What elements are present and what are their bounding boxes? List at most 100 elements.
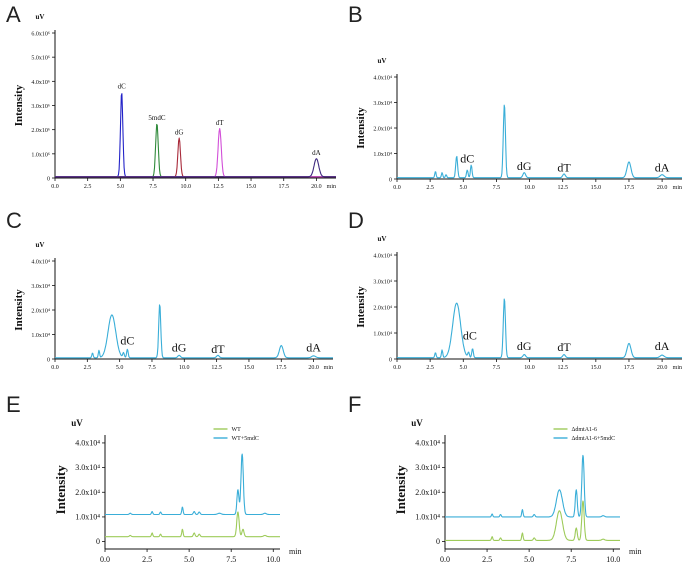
y-tick-label: 0 — [47, 177, 50, 183]
chart-panel-a: 0.0 2.5 5.0 7.5 10.0 12.5 15.0 17.5 20.0 min 0 1.0x… — [13, 13, 336, 190]
peak-label-dt: dT — [216, 119, 225, 127]
x-tick-label: 5.0 — [460, 185, 468, 191]
x-tick-label: 20.0 — [311, 184, 322, 190]
x-axis-label: min — [327, 184, 336, 190]
y-tick-label: 2.0x10⁴ — [31, 309, 50, 315]
x-tick-label: 20.0 — [657, 365, 668, 371]
y-tick-label: 0 — [436, 537, 440, 546]
y-axis-title: Intensity — [53, 465, 68, 515]
y-tick-label: 4.0x10⁴ — [31, 260, 50, 266]
chart-panel-f: 0.0 2.5 5.0 7.5 10.0 min 0 1.0x10⁴ 2.0x10⁴ 3.0x10… — [393, 418, 641, 564]
legend-label: ΔdmtA1-6+5mdC — [572, 436, 616, 442]
y-tick-label: 1.0x10⁴ — [373, 152, 392, 158]
peak-label-dc: dC — [463, 329, 477, 343]
y-tick-label: 2.0x10⁶ — [31, 128, 50, 134]
series-line-wt-plus-5mdc — [104, 453, 281, 516]
x-tick-label: 17.5 — [276, 365, 287, 371]
y-axis-title: Intensity — [13, 289, 25, 331]
y-tick-label: 3.0x10⁴ — [415, 463, 440, 472]
x-tick-label: 12.5 — [211, 365, 222, 371]
y-axis-title: Intensity — [393, 465, 408, 515]
x-tick-label: 10.0 — [524, 365, 535, 371]
y-tick-label: 3.0x10⁴ — [373, 280, 392, 286]
y-axis-title: Intensity — [355, 286, 367, 328]
x-tick-label: 10.0 — [179, 365, 190, 371]
peak-label-dt: dT — [557, 160, 571, 174]
y-tick-label: 2.0x10⁴ — [373, 306, 392, 312]
series-line-sample — [55, 304, 333, 359]
x-tick-label: 5.0 — [116, 365, 124, 371]
y-tick-label: 1.0x10⁴ — [415, 512, 440, 521]
series-line-sample — [397, 298, 682, 359]
x-tick-label: 2.5 — [426, 365, 434, 371]
x-axis-label: min — [673, 365, 682, 371]
x-tick-label: 0.0 — [393, 365, 401, 371]
x-tick-label: 17.5 — [624, 365, 635, 371]
x-tick-label: 7.5 — [148, 365, 156, 371]
x-tick-label: 5.0 — [524, 555, 534, 564]
unit-label: uV — [71, 418, 83, 428]
x-tick-label: 7.5 — [493, 365, 501, 371]
series-line-dg — [55, 137, 336, 178]
legend-item: ΔdmtA1-6 — [553, 427, 598, 433]
legend-label: WT+5mdC — [232, 436, 259, 442]
series-line-dmta1-6-plus-5mdc — [444, 454, 621, 518]
x-tick-label: 5.0 — [117, 184, 125, 190]
peak-label-dc: dC — [120, 333, 134, 347]
unit-label: uV — [411, 418, 423, 428]
y-tick-label: 0 — [47, 358, 50, 364]
x-tick-label: 10.0 — [606, 555, 620, 564]
x-tick-label: 5.0 — [460, 365, 468, 371]
legend-item: WT+5mdC — [213, 436, 259, 442]
x-tick-label: 2.5 — [426, 185, 434, 191]
x-tick-label: 15.0 — [591, 185, 602, 191]
y-tick-label: 4.0x10⁴ — [373, 76, 392, 82]
series-line-dmta1-6 — [444, 500, 621, 541]
x-tick-label: 10.0 — [180, 184, 191, 190]
x-tick-label: 0.0 — [51, 365, 59, 371]
x-tick-label: 12.5 — [557, 365, 568, 371]
peak-label-da: dA — [655, 339, 670, 353]
x-axis-label: min — [289, 547, 301, 556]
unit-label: uV — [378, 235, 387, 243]
x-axis-label: min — [673, 185, 682, 191]
x-tick-label: 17.5 — [278, 184, 289, 190]
x-tick-label: 12.5 — [557, 185, 568, 191]
x-tick-label: 2.5 — [84, 365, 92, 371]
x-tick-label: 7.5 — [226, 555, 236, 564]
x-tick-label: 7.5 — [566, 555, 576, 564]
y-tick-label: 1.0x10⁴ — [373, 332, 392, 338]
series-line-5mdc — [55, 123, 336, 178]
legend-label: WT — [232, 427, 242, 433]
x-axis-label: min — [629, 547, 641, 556]
peak-label-5mdc: 5mdC — [148, 114, 165, 122]
chart-panel-c: 0.0 2.5 5.0 7.5 10.0 12.5 15.0 17.5 20.0 min 0 1.0x… — [13, 241, 333, 371]
peak-label-dc: dC — [460, 151, 474, 165]
x-tick-label: 0.0 — [51, 184, 59, 190]
x-tick-label: 10.0 — [266, 555, 280, 564]
y-tick-label: 2.0x10⁴ — [373, 127, 392, 133]
peak-label-dg: dG — [517, 159, 532, 173]
x-tick-label: 20.0 — [657, 185, 668, 191]
unit-label: uV — [36, 13, 45, 21]
series-line-wt — [104, 511, 281, 538]
series-line-dc — [55, 93, 336, 178]
y-axis-title: Intensity — [355, 107, 367, 149]
x-tick-label: 15.0 — [591, 365, 602, 371]
panel-letter-b: B — [348, 2, 363, 27]
unit-label: uV — [378, 57, 387, 65]
chart-panel-d: 0.0 2.5 5.0 7.5 10.0 12.5 15.0 17.5 20.0 min 0 1.0x… — [355, 235, 682, 371]
series-line-dt — [55, 127, 336, 178]
panel-letter-c: C — [6, 208, 22, 233]
legend-label: ΔdmtA1-6 — [572, 427, 598, 433]
x-tick-label: 2.5 — [142, 555, 152, 564]
x-axis-label: min — [324, 365, 333, 371]
y-tick-label: 3.0x10⁴ — [75, 463, 100, 472]
x-tick-label: 17.5 — [624, 185, 635, 191]
y-tick-label: 4.0x10⁴ — [373, 254, 392, 260]
legend-item: WT — [213, 427, 242, 433]
panel-letter-a: A — [6, 2, 21, 27]
peak-label-da: dA — [312, 149, 321, 157]
y-tick-label: 5.0x10⁶ — [31, 56, 50, 62]
x-tick-label: 2.5 — [482, 555, 492, 564]
